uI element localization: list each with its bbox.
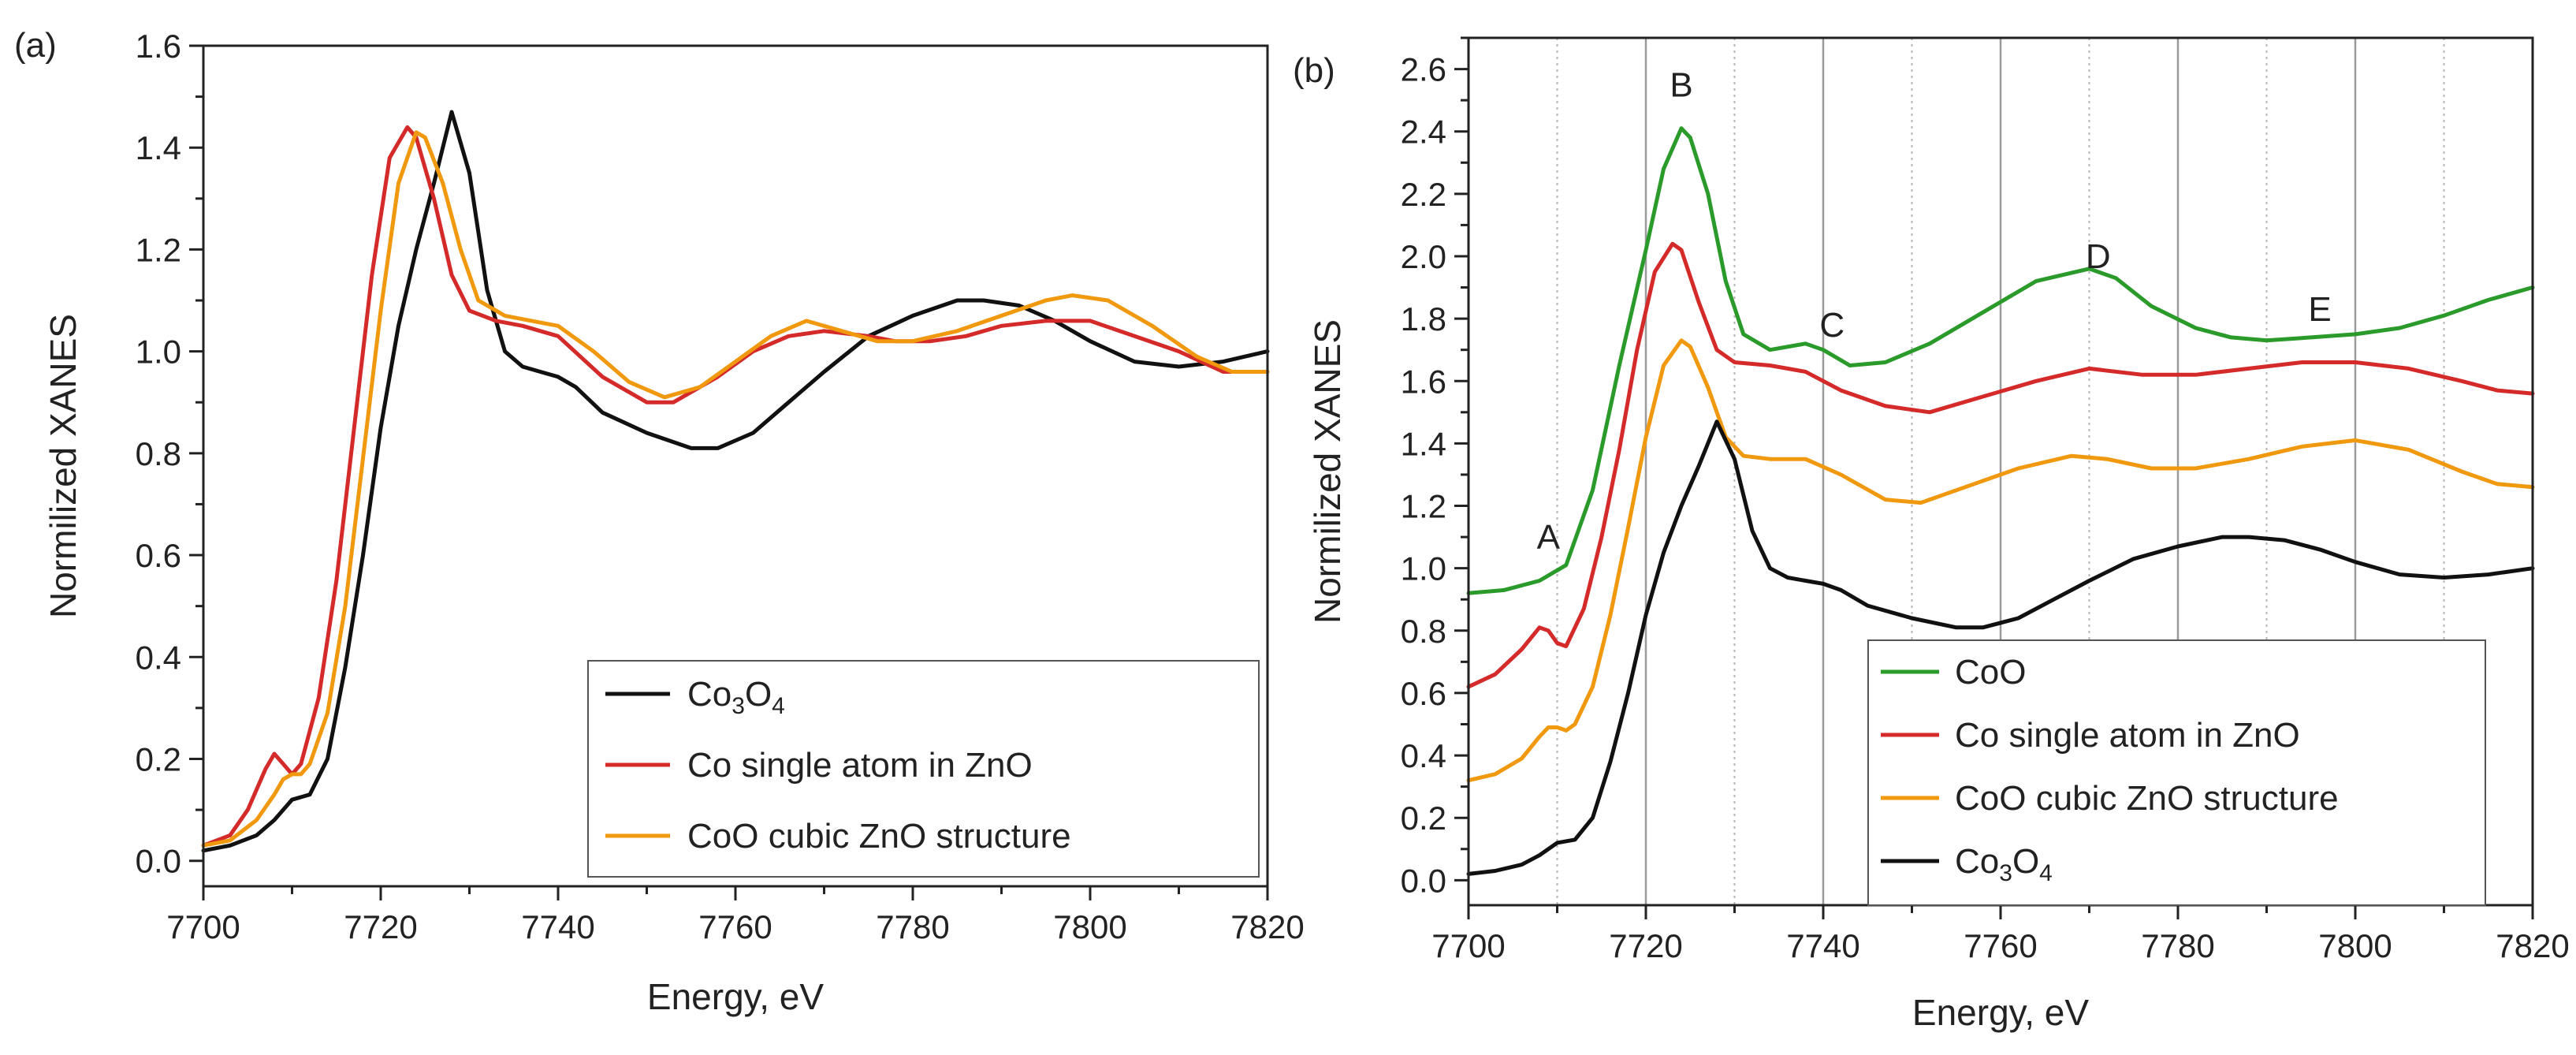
y-tick-label: 2.2	[1401, 176, 1446, 213]
y-tick-label: 1.4	[136, 129, 181, 166]
y-tick-label: 0.2	[1401, 800, 1446, 837]
y-tick-label: 1.4	[1401, 425, 1446, 462]
panel-a-series	[201, 110, 1270, 853]
legend-text-part: Co	[1955, 842, 1999, 881]
legend-label-co3o4: Co3O4	[1955, 842, 2053, 886]
legend-text-part: 4	[772, 693, 785, 719]
legend-text-part: Co	[687, 675, 731, 714]
legend-label-coo-cubic-zno-structure: CoO cubic ZnO structure	[687, 817, 1071, 856]
peak-label-e: E	[2308, 290, 2331, 329]
panel-a-x-axis-title: Energy, eV	[647, 976, 824, 1017]
series-line-coo-cubic-zno-structure	[1466, 338, 2535, 783]
legend-text-part: 4	[2039, 860, 2053, 886]
panel-b-x-axis-title: Energy, eV	[1912, 992, 2089, 1033]
series-line-co-single-atom-in-zno	[201, 125, 1270, 848]
panel-b-x-axis: 7700 7720 7740 7760 7780 7800 7820	[1431, 905, 2570, 964]
panel-a-y-axis-title: Normilized XANES	[43, 314, 84, 618]
x-tick-label: 7740	[521, 908, 594, 945]
panel-b: (b) 7700 7720 7740 7760 7780 7800 7820 0.00.20…	[1293, 36, 2570, 1033]
panel-b-y-axis: 0.0 0.2 0.4 0.6 0.8 1.0 1.2 1.4 1.6 1.8 2.0 2.2 2.4 2…	[1401, 36, 1469, 899]
y-tick-label: 0.4	[136, 639, 181, 676]
x-tick-label: 7780	[2141, 927, 2214, 964]
y-tick-label: 0.6	[1401, 675, 1446, 712]
x-tick-label: 7820	[2496, 927, 2569, 964]
legend-label-co-single-atom-in-zno: Co single atom in ZnO	[687, 746, 1033, 785]
panel-b-legend-box	[1867, 639, 2486, 906]
series-line-coo-cubic-zno-structure	[201, 130, 1270, 848]
y-tick-label: 1.2	[1401, 488, 1446, 525]
peak-label-d: D	[2086, 237, 2111, 276]
x-tick-label: 7700	[1431, 927, 1505, 964]
panel-b-label: (b)	[1293, 51, 1335, 90]
peak-label-a: A	[1537, 518, 1561, 557]
x-tick-label: 7760	[1964, 927, 2037, 964]
x-tick-label: 7760	[698, 908, 772, 945]
y-tick-label: 0.0	[136, 843, 181, 880]
y-tick-label: 2.0	[1401, 238, 1446, 275]
y-tick-label: 0.8	[1401, 613, 1446, 650]
y-tick-label: 0.6	[136, 537, 181, 574]
panel-b-y-axis-title: Normilized XANES	[1307, 319, 1348, 624]
y-tick-label: 0.0	[1401, 862, 1446, 899]
y-tick-label: 1.6	[136, 28, 181, 65]
y-tick-label: 1.2	[136, 231, 181, 268]
legend-label-coo-cubic-zno-structure: CoO cubic ZnO structure	[1955, 779, 2339, 818]
x-tick-label: 7800	[2318, 927, 2392, 964]
series-line-coo	[1466, 126, 2535, 595]
peak-label-c: C	[1819, 306, 1845, 345]
panel-a-legend: Co3O4 Co single atom in ZnO CoO cubic ZnO …	[587, 660, 1260, 878]
y-tick-label: 1.6	[1401, 363, 1446, 400]
x-tick-label: 7720	[1609, 927, 1682, 964]
panel-a-legend-box	[587, 660, 1260, 878]
y-tick-label: 0.4	[1401, 737, 1446, 774]
legend-text-part: 3	[731, 693, 745, 719]
panel-a: (a) 7700 7720 7740 7760 7780 7800 7820 0.00.20…	[14, 26, 1305, 1017]
x-tick-label: 7740	[1786, 927, 1859, 964]
legend-label-co-single-atom-in-zno: Co single atom in ZnO	[1955, 716, 2300, 755]
x-tick-label: 7720	[344, 908, 417, 945]
series-line-co3o4	[1466, 419, 2535, 876]
x-tick-label: 7800	[1053, 908, 1126, 945]
y-tick-label: 2.6	[1401, 51, 1446, 88]
x-tick-label: 7780	[876, 908, 949, 945]
panel-a-label: (a)	[14, 26, 57, 65]
x-tick-label: 7700	[166, 908, 240, 945]
panel-a-x-axis: 7700 7720 7740 7760 7780 7800 7820	[166, 886, 1305, 945]
legend-label-co3o4: Co3O4	[687, 675, 785, 719]
y-tick-label: 1.8	[1401, 300, 1446, 337]
series-line-co-single-atom-in-zno	[1466, 241, 2535, 689]
legend-text-part: O	[2012, 842, 2039, 881]
legend-text-part: 3	[1999, 860, 2012, 886]
series-line-co3o4	[201, 110, 1270, 853]
panel-b-series	[1466, 126, 2535, 876]
y-tick-label: 1.0	[136, 334, 181, 371]
y-tick-label: 0.8	[136, 435, 181, 472]
panel-a-y-axis: 0.0 0.2 0.4 0.6 0.8 1.0 1.2 1.4 1.6	[136, 28, 203, 880]
y-tick-label: 2.4	[1401, 114, 1446, 151]
legend-text-part: O	[745, 675, 772, 714]
y-tick-label: 0.2	[136, 740, 181, 777]
panel-b-annotations: A B C D E	[1537, 65, 2332, 557]
legend-label-coo: CoO	[1955, 653, 2026, 692]
y-tick-label: 1.0	[1401, 550, 1446, 587]
peak-label-b: B	[1670, 65, 1692, 104]
x-tick-label: 7820	[1230, 908, 1304, 945]
